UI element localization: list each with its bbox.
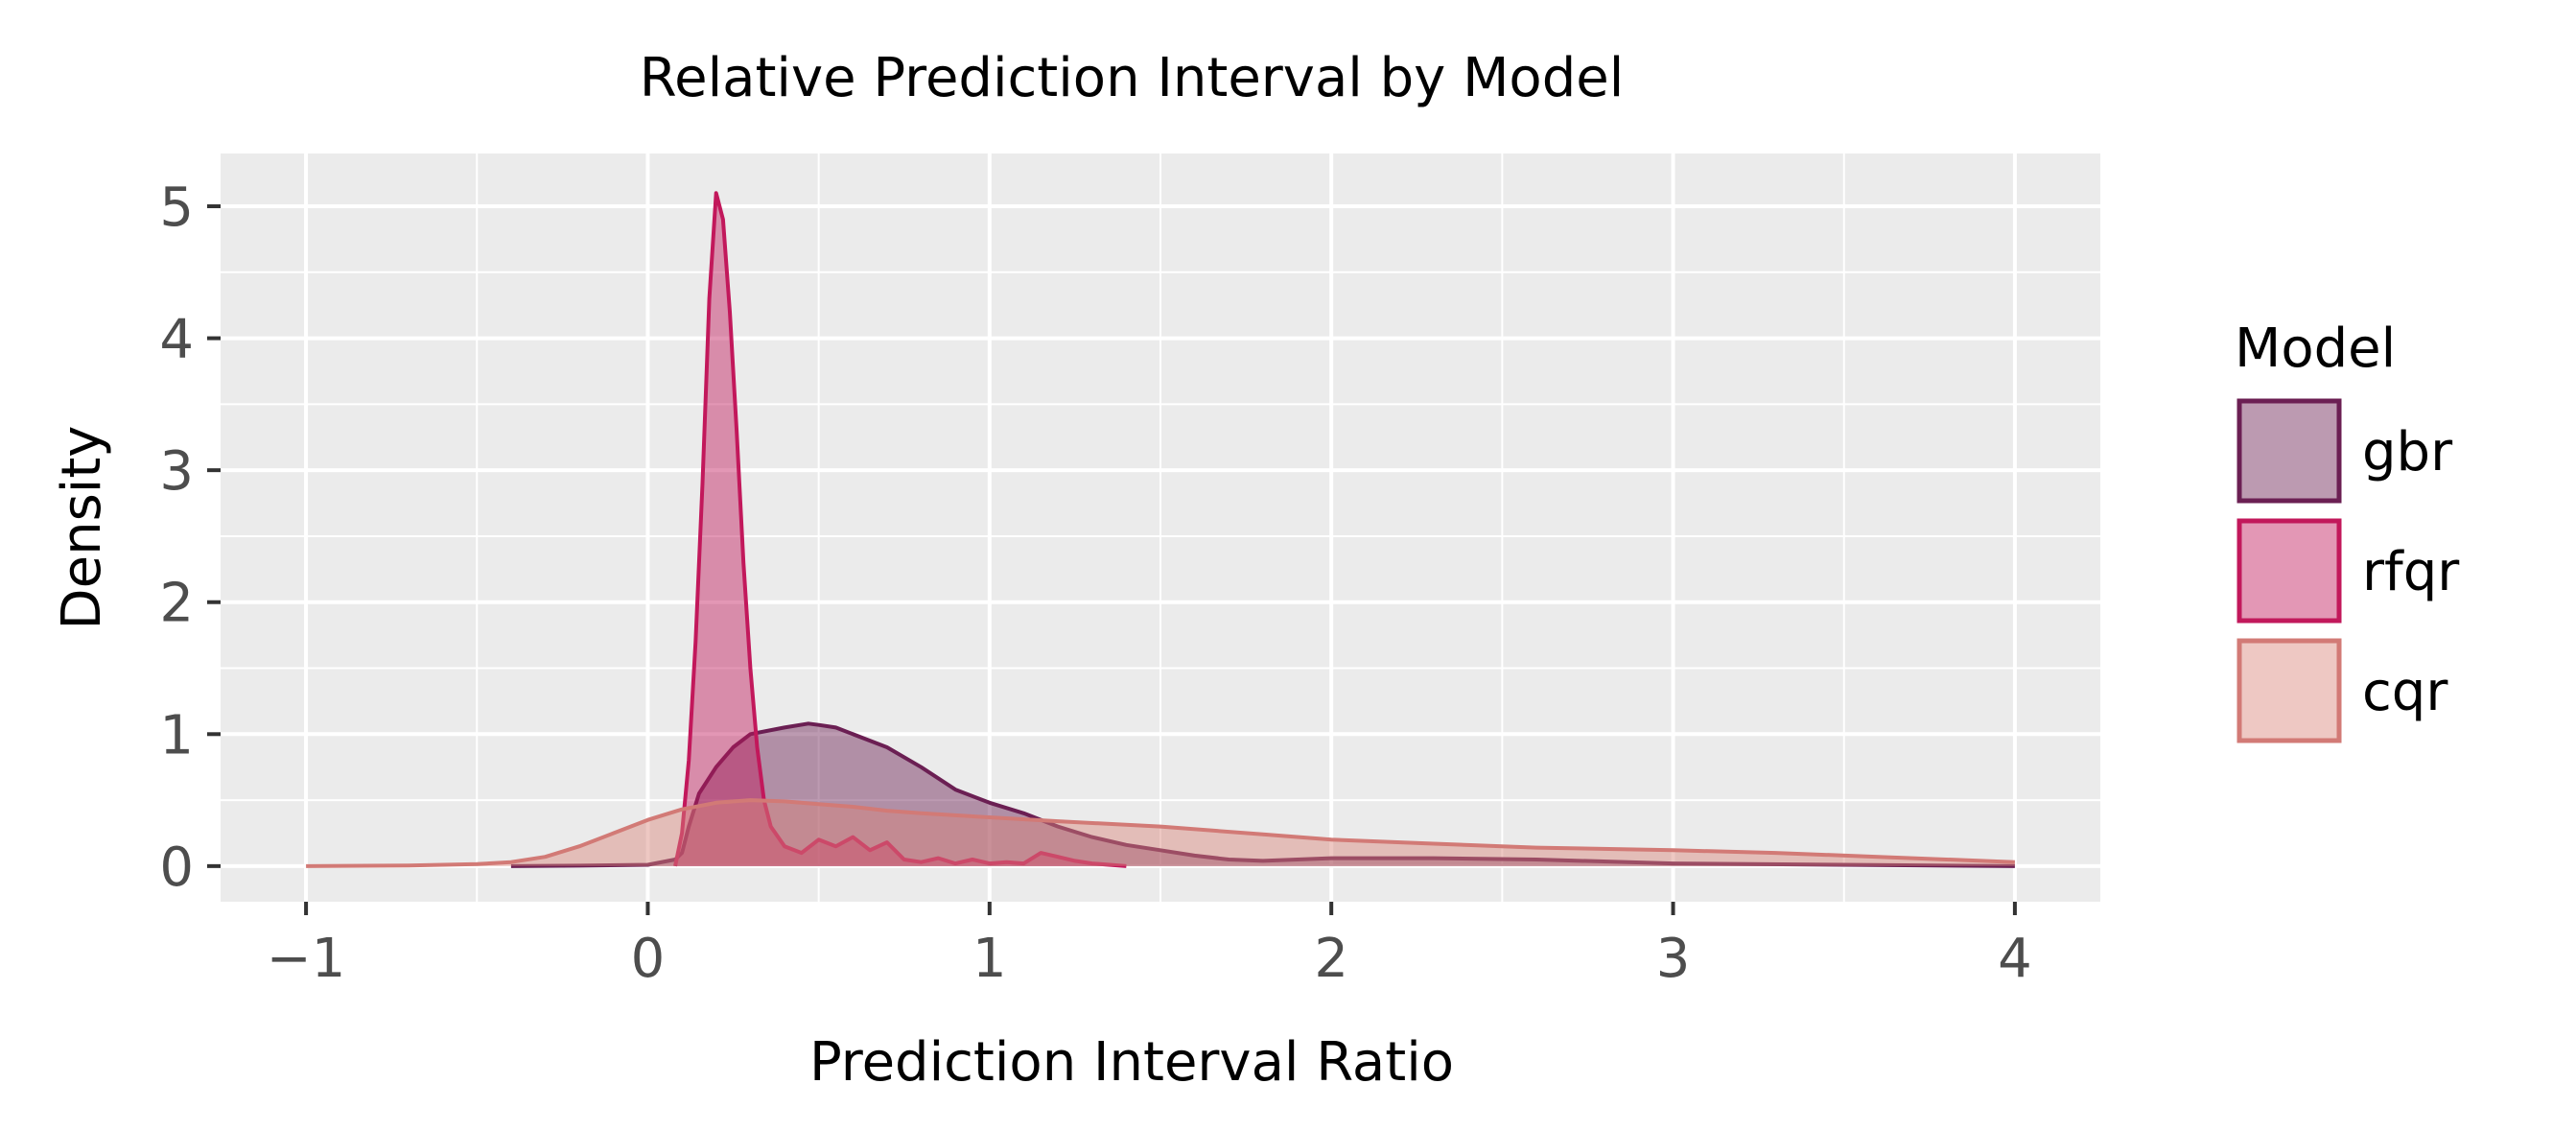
- legend-title: Model: [2235, 318, 2396, 380]
- density-line-rfqr: [673, 191, 1127, 868]
- x-tick-label: 4: [1998, 928, 2032, 990]
- legend-key-cqr: [2236, 638, 2342, 743]
- y-tick-label: 5: [159, 177, 194, 239]
- y-tick-label: 1: [159, 704, 194, 766]
- legend: Model gbr rfqr cqr: [2235, 318, 2460, 743]
- x-axis-label: Prediction Interval Ratio: [809, 1031, 1454, 1094]
- y-axis-label: Density: [51, 426, 113, 630]
- x-tick-label: 2: [1314, 928, 1348, 990]
- legend-label-cqr: cqr: [2362, 661, 2448, 723]
- y-tick-label: 3: [159, 440, 194, 503]
- y-tick-label: 2: [159, 573, 194, 635]
- x-tick-label: 3: [1656, 928, 1691, 990]
- legend-label-gbr: gbr: [2362, 421, 2453, 483]
- legend-key-gbr: [2236, 398, 2342, 504]
- density-area-rfqr: [675, 193, 1127, 866]
- y-tick-label: 0: [159, 836, 194, 899]
- density-line-gbr: [510, 721, 2015, 868]
- x-tick-label: 0: [631, 928, 666, 990]
- x-axis: −1 0 1 2 3 4: [267, 902, 2032, 990]
- chart-title: Relative Prediction Interval by Model: [640, 47, 1625, 109]
- legend-label-rfqr: rfqr: [2362, 541, 2460, 603]
- x-tick-label: −1: [267, 928, 346, 990]
- density-areas: [306, 191, 2015, 868]
- density-line-cqr: [306, 798, 2015, 868]
- x-tick-label: 1: [972, 928, 1007, 990]
- grid: [221, 153, 2100, 902]
- density-area-gbr: [510, 723, 2015, 866]
- y-axis: 0 1 2 3 4 5: [159, 177, 221, 899]
- legend-key-rfqr: [2236, 518, 2342, 624]
- y-tick-label: 4: [159, 309, 194, 371]
